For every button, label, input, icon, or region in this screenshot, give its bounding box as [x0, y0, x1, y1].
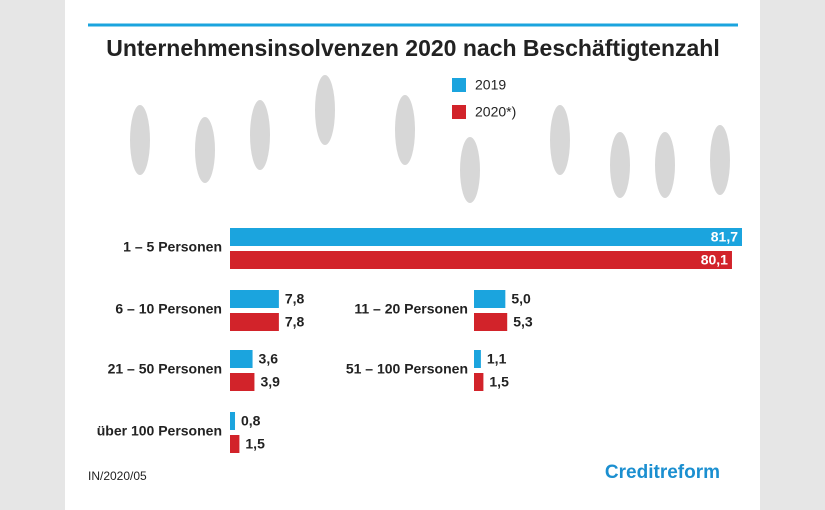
value-label: 1,1 — [487, 351, 507, 367]
value-label: 7,8 — [285, 314, 305, 330]
value-label: 5,3 — [513, 314, 533, 330]
value-label: 0,8 — [241, 413, 261, 429]
category-label: 1 – 5 Personen — [123, 239, 222, 255]
category-label: 21 – 50 Personen — [108, 361, 222, 377]
category-label: 11 – 20 Personen — [354, 301, 468, 317]
legend-label: 2020*) — [475, 104, 516, 120]
legend-swatch — [452, 105, 466, 119]
value-label: 1,5 — [489, 374, 509, 390]
footnote: IN/2020/05 — [88, 469, 147, 483]
bar — [230, 251, 732, 269]
value-label: 81,7 — [711, 229, 738, 245]
bar — [474, 373, 484, 391]
bar — [230, 373, 255, 391]
brand-logo: Creditreform — [605, 462, 720, 483]
category-label: über 100 Personen — [97, 423, 222, 439]
bar — [230, 290, 279, 308]
runner-decoration — [130, 75, 730, 203]
bar — [230, 412, 236, 430]
value-label: 3,9 — [260, 374, 280, 390]
chart-title: Unternehmensinsolvenzen 2020 nach Beschä… — [106, 35, 720, 61]
category-label: 51 – 100 Personen — [346, 361, 468, 377]
bar — [474, 290, 506, 308]
bar — [474, 313, 508, 331]
legend-label: 2019 — [475, 77, 506, 93]
value-label: 1,5 — [245, 436, 265, 452]
bar — [230, 313, 279, 331]
bar — [230, 228, 742, 246]
bar — [230, 435, 240, 453]
category-label: 6 – 10 Personen — [115, 301, 222, 317]
value-label: 5,0 — [511, 291, 531, 307]
bar — [230, 350, 253, 368]
value-label: 80,1 — [701, 252, 728, 268]
legend-swatch — [452, 78, 466, 92]
value-label: 3,6 — [259, 351, 279, 367]
value-label: 7,8 — [285, 291, 305, 307]
bar — [474, 350, 481, 368]
